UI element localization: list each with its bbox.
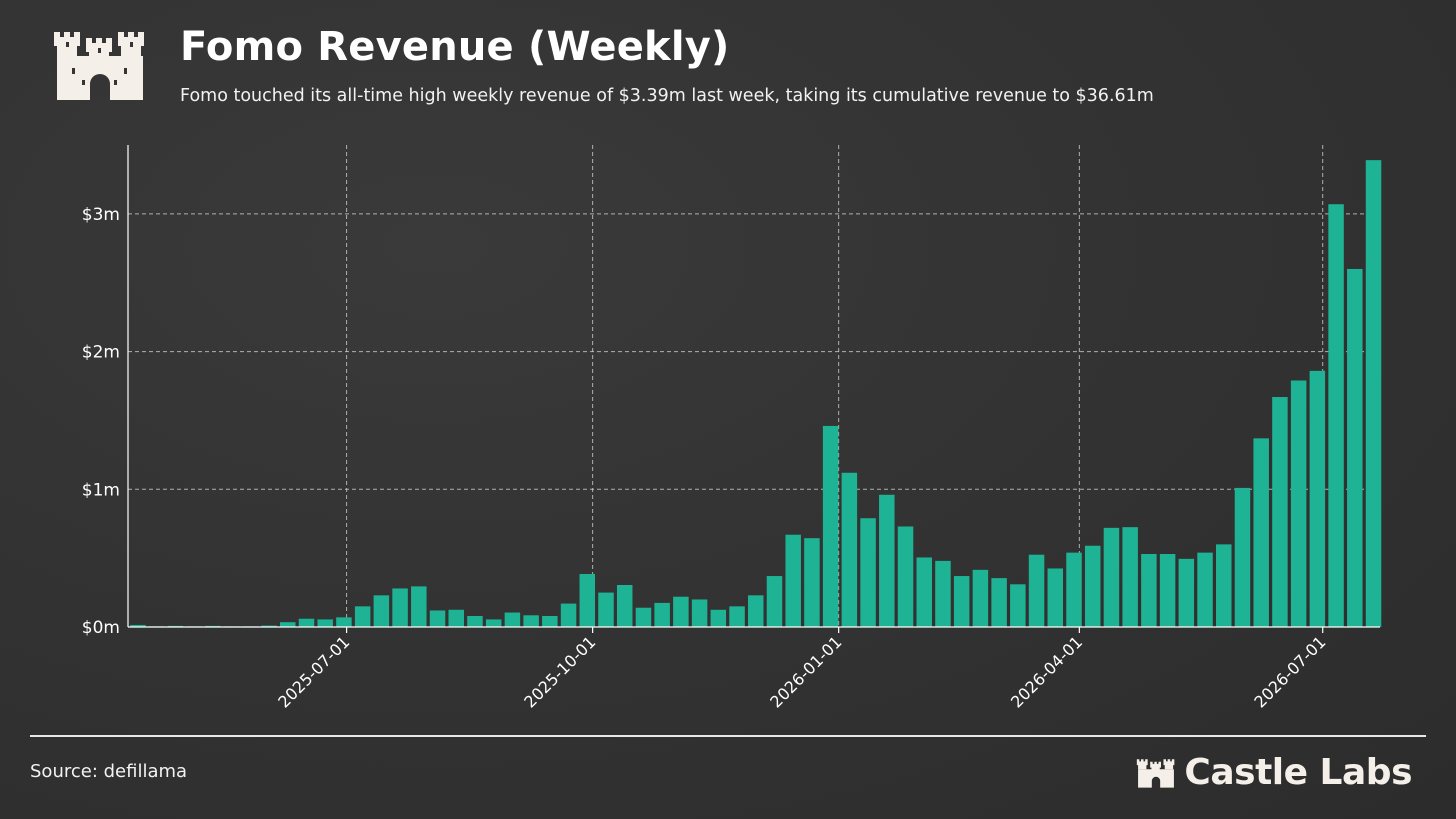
revenue-bar [336,617,352,627]
revenue-bar [1216,544,1232,627]
revenue-bar [411,586,427,627]
source-note: Source: defillama [30,761,188,782]
revenue-bar [1234,487,1251,627]
revenue-bar [1103,527,1120,627]
revenue-bar [616,584,633,627]
revenue-bar [841,472,858,627]
revenue-bar [935,560,951,627]
castle-logo-icon [54,32,144,100]
revenue-bar [654,602,670,627]
revenue-bar [1028,554,1045,627]
x-tick-label: 2025-07-01 [274,632,353,711]
revenue-bar [1253,438,1269,627]
revenue-bar [691,599,708,627]
revenue-bar [1290,380,1307,627]
revenue-bar [879,494,895,627]
revenue-bar [1328,204,1344,627]
revenue-bar [598,592,614,627]
revenue-bar [542,615,558,627]
revenue-bar [1010,584,1026,627]
footer-divider [30,735,1426,737]
x-tick-label: 2025-10-01 [520,632,599,711]
revenue-bar [429,610,446,627]
revenue-bar [822,425,839,627]
revenue-bar [1122,527,1138,627]
revenue-bar [635,607,652,627]
y-tick-label: $1m [82,480,120,500]
revenue-bar [1347,268,1363,627]
castle-brand-icon [1137,758,1175,788]
revenue-bar [1066,552,1082,627]
x-tick-label: 2026-07-01 [1250,632,1329,711]
revenue-bar [504,612,521,627]
revenue-bar [392,588,408,627]
revenue-bar [1365,160,1382,628]
revenue-bar [130,624,146,627]
revenue-bar [729,606,745,627]
revenue-bar [317,619,333,627]
revenue-bar [467,615,483,627]
revenue-bar [560,603,577,627]
revenue-bar [485,619,502,627]
y-tick-label: $0m [82,618,120,638]
revenue-bar [1272,397,1288,627]
chart-subtitle: Fomo touched its all-time high weekly re… [180,86,1154,106]
revenue-bar [1309,370,1326,627]
chart-title: Fomo Revenue (Weekly) [180,24,730,70]
revenue-bar [710,609,727,627]
y-tick-label: $2m [82,343,120,363]
revenue-bar [748,595,764,627]
revenue-bar [991,578,1007,627]
revenue-bar [1197,552,1213,627]
revenue-bar [897,526,914,627]
x-tick-label: 2026-04-01 [1007,632,1086,711]
revenue-bar [280,622,296,627]
revenue-bar [354,606,371,627]
revenue-bar [1159,554,1176,627]
revenue-bar [373,595,390,627]
revenue-bar [448,609,464,627]
revenue-bar [1047,568,1064,627]
brand-logo: Castle Labs [1136,752,1412,793]
revenue-bar [972,569,989,627]
revenue-bar [860,518,876,627]
revenue-bar [1178,558,1195,627]
revenue-bar-chart: $0m $1m $2m $3m 2025-07-01 2025-10-01 2026-01-… [82,145,1382,711]
revenue-bar [673,596,689,627]
revenue-bar [916,557,932,627]
revenue-bar [523,615,539,627]
revenue-bar [1084,545,1101,627]
revenue-bar [953,576,970,627]
x-tick-label: 2026-01-01 [766,632,845,711]
revenue-bar [1141,554,1157,627]
brand-name: Castle Labs [1184,752,1412,793]
revenue-bar [298,618,315,627]
revenue-bar [804,538,820,627]
revenue-bar [579,573,596,627]
revenue-bar [766,576,783,627]
y-tick-label: $3m [82,205,120,225]
revenue-bar [261,625,277,627]
revenue-bar [785,534,801,627]
